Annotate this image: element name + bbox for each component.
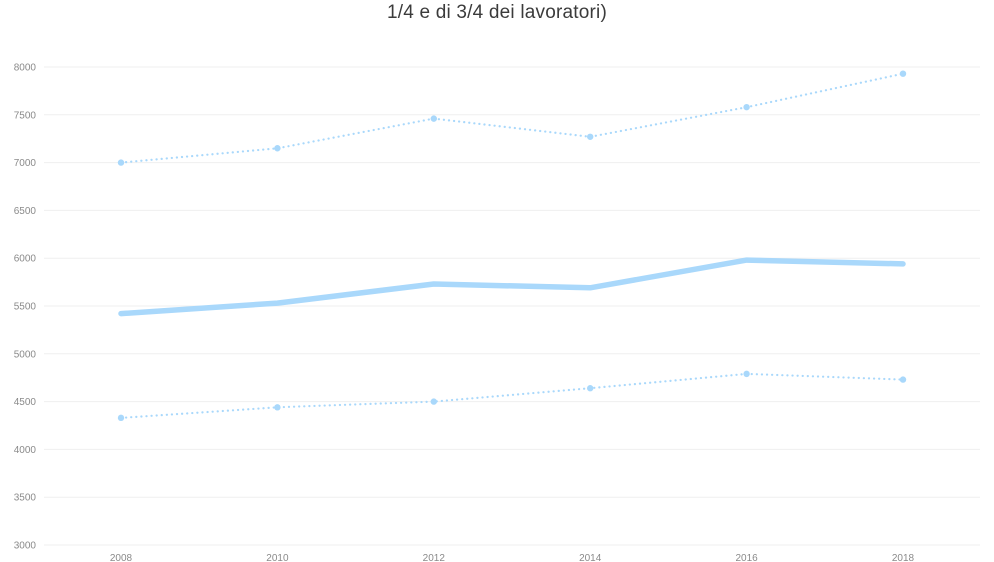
gridlines	[44, 66, 980, 546]
x-tick-label-2010: 2010	[266, 553, 289, 562]
y-tick-label-5000: 5000	[14, 349, 37, 360]
y-tick-label-7000: 7000	[14, 158, 37, 169]
x-tick-label-2014: 2014	[579, 553, 602, 562]
series-3-point-2010	[274, 404, 281, 411]
y-tick-label-3000: 3000	[14, 541, 37, 552]
y-tick-label-3500: 3500	[14, 493, 37, 504]
series-1-point-2014	[587, 133, 594, 140]
y-tick-label-7500: 7500	[14, 110, 37, 121]
series-1-point-2010	[274, 145, 281, 152]
x-axis-tick-labels: 2008 2010 2012 2014 2016 2018	[110, 553, 915, 562]
series-3-point-2016	[743, 370, 750, 378]
series-3-point-2012	[430, 398, 437, 405]
y-tick-label-4000: 4000	[14, 445, 37, 456]
series-3-point-2018	[899, 376, 907, 383]
x-tick-label-2018: 2018	[892, 553, 915, 562]
x-tick-label-2008: 2008	[110, 553, 133, 562]
y-tick-label-4500: 4500	[14, 397, 37, 408]
series-1-point-2012	[430, 115, 437, 122]
x-tick-label-2012: 2012	[423, 553, 446, 562]
series-line-1	[119, 72, 905, 164]
series-line-3	[119, 372, 905, 419]
chart-title: 1/4 e di 3/4 dei lavoratori)	[387, 2, 607, 23]
series-line-2	[118, 257, 906, 317]
series-1-point-2018	[899, 70, 907, 77]
y-tick-label-5500: 5500	[14, 302, 37, 313]
x-tick-label-2016: 2016	[735, 553, 758, 562]
y-tick-label-6000: 6000	[14, 254, 37, 265]
series-3-point-2014	[587, 385, 594, 392]
series-3-point-2008	[117, 414, 125, 422]
series-1-point-2008	[117, 159, 125, 166]
y-tick-label-6500: 6500	[14, 206, 37, 217]
series-lines	[117, 70, 907, 422]
series-1-point-2016	[743, 103, 750, 111]
y-tick-label-8000: 8000	[14, 63, 37, 74]
y-axis-tick-labels: 3000 3500 4000 4500 5000 5500 6000 6500 7000 7500…	[14, 63, 37, 552]
